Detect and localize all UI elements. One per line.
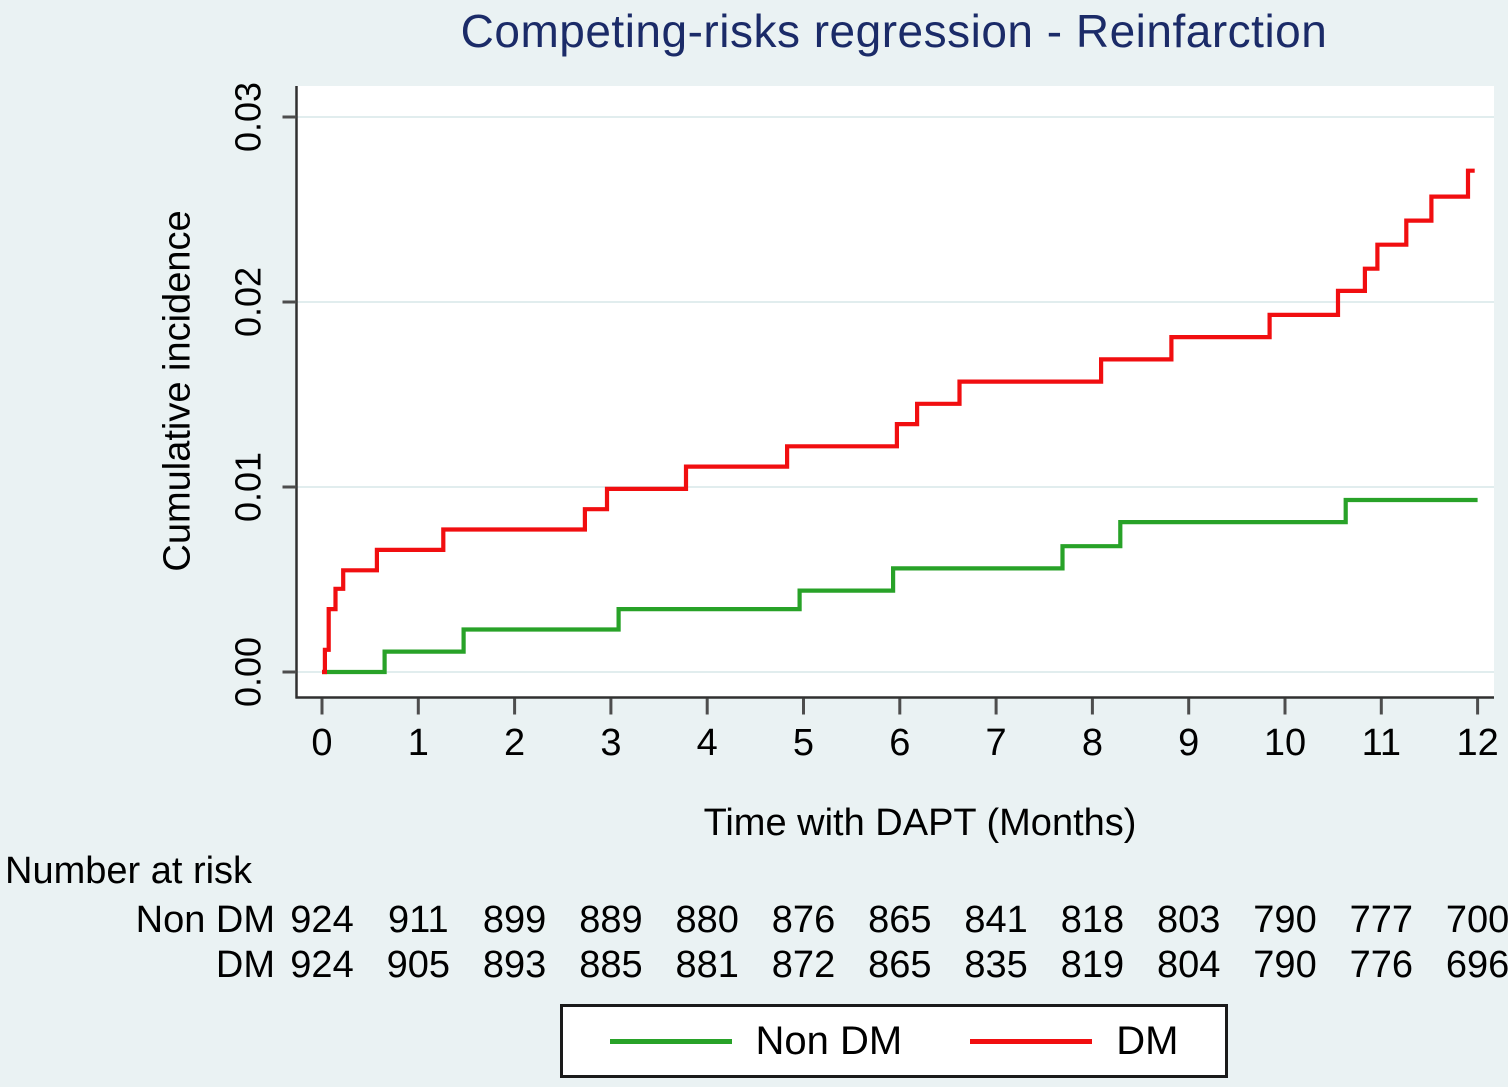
risk-count: 804	[1156, 944, 1221, 986]
x-tick-label: 0	[311, 722, 332, 764]
risk-row-label: Non DM	[135, 899, 275, 941]
risk-count: 880	[675, 899, 739, 941]
x-axis-title: Time with DAPT (Months)	[703, 802, 1137, 844]
risk-count: 777	[1349, 899, 1413, 941]
plot-area: 0.000.010.020.030 1 2 3 4 5 6 7 8 9 10 11 12	[228, 82, 1499, 764]
risk-count: 865	[868, 899, 932, 941]
risk-count: 819	[1060, 944, 1125, 986]
x-tick-label: 10	[1264, 722, 1306, 764]
risk-table-title: Number at risk	[5, 850, 253, 892]
legend-label: Non DM	[755, 1018, 903, 1063]
risk-count: 872	[771, 944, 836, 986]
risk-count: 905	[386, 944, 450, 986]
risk-count: 818	[1060, 899, 1125, 941]
legend-entry: DM	[970, 1019, 1178, 1064]
risk-count: 803	[1156, 899, 1221, 941]
y-tick-label: 0.00	[228, 637, 269, 707]
risk-table-row: DM 924 905 893 885 881 872 865 835 819 804 790 776 6…	[0, 944, 1508, 990]
risk-row-label: DM	[215, 944, 275, 986]
x-tick-label: 11	[1362, 722, 1401, 764]
legend-label: DM	[1116, 1018, 1179, 1063]
risk-count: 790	[1253, 944, 1317, 986]
x-tick-label: 12	[1456, 722, 1498, 764]
x-tick-label: 3	[600, 722, 621, 764]
risk-count: 865	[868, 944, 932, 986]
x-tick-label: 2	[504, 722, 525, 764]
risk-count: 924	[290, 944, 354, 986]
plot-background	[296, 86, 1494, 698]
x-tick-label: 1	[408, 722, 429, 764]
x-tick-label: 6	[889, 722, 910, 764]
risk-count: 790	[1253, 899, 1317, 941]
risk-count: 700	[1445, 899, 1508, 941]
x-tick-label: 9	[1178, 722, 1199, 764]
x-tick-label: 5	[793, 722, 814, 764]
risk-count: 835	[964, 944, 1028, 986]
risk-count: 881	[675, 944, 739, 986]
risk-count: 885	[579, 944, 643, 986]
risk-count: 924	[290, 899, 354, 941]
legend-line-swatch	[609, 1038, 732, 1044]
risk-count: 696	[1445, 944, 1508, 986]
series-dm	[322, 168, 1475, 675]
legend: Non DM DM	[560, 1004, 1228, 1078]
y-tick-label: 0.01	[228, 452, 269, 522]
x-tick-label: 8	[1082, 722, 1103, 764]
legend-line-swatch	[970, 1038, 1093, 1044]
risk-count: 911	[388, 899, 449, 941]
series-non-dm	[322, 497, 1478, 675]
risk-count: 893	[482, 944, 547, 986]
legend-entry: Non DM	[609, 1018, 903, 1064]
risk-table-row: Non DM 924 911 899 889 880 876 865 841 818 803 790…	[0, 899, 1508, 945]
x-tick-label: 7	[986, 722, 1007, 764]
y-tick-label: 0.02	[228, 267, 269, 337]
risk-count: 876	[771, 899, 836, 941]
y-tick-label: 0.03	[228, 82, 269, 152]
x-tick-label: 4	[697, 722, 718, 764]
risk-count: 899	[482, 899, 547, 941]
risk-count: 889	[579, 899, 643, 941]
chart-title: Competing-risks regression - Reinfarctio…	[460, 5, 1328, 57]
risk-count: 841	[964, 899, 1028, 941]
risk-count: 776	[1349, 944, 1413, 986]
